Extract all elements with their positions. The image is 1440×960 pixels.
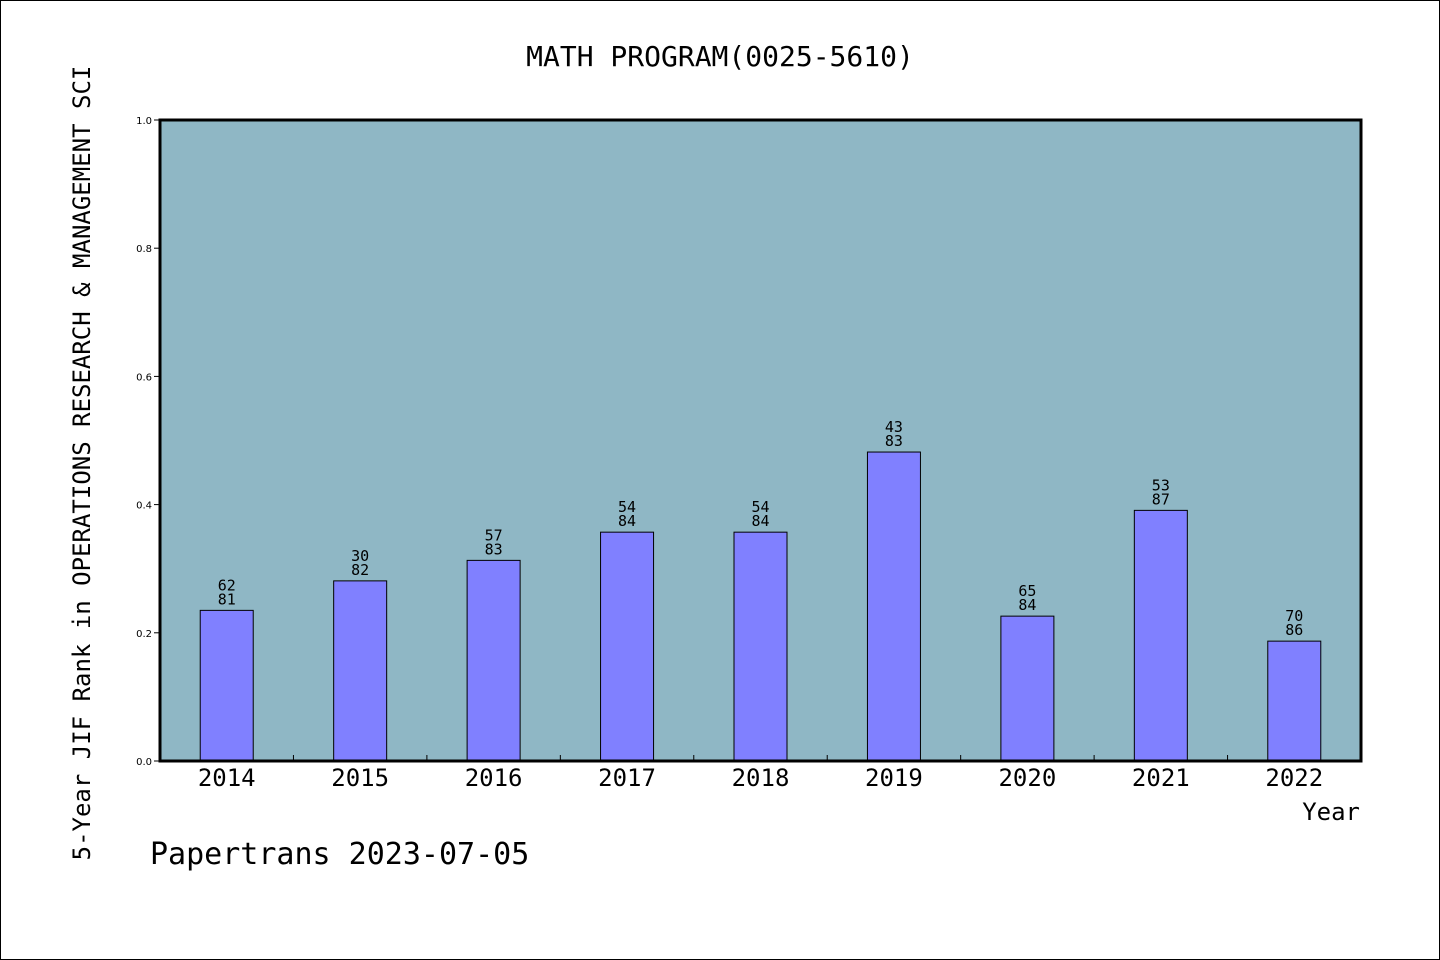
bar-total-label: 84 <box>618 512 636 530</box>
x-tick-label: 2021 <box>1132 764 1190 792</box>
y-axis-ticks: 0.0 0.2 0.4 0.6 0.8 1.0 <box>136 116 160 768</box>
x-axis-label: Year <box>1302 798 1360 826</box>
y-tick-label: 0.0 <box>136 757 152 768</box>
y-tick-label: 0.2 <box>136 629 152 640</box>
y-axis-label: 5-Year JIF Rank in OPERATIONS RESEARCH &… <box>68 66 96 861</box>
bar-total-label: 84 <box>751 512 769 530</box>
bar-total-label: 87 <box>1152 490 1170 508</box>
y-tick-label: 1.0 <box>136 116 152 127</box>
x-tick-label: 2019 <box>865 764 923 792</box>
bar-total-label: 84 <box>1018 596 1036 614</box>
bars <box>199 451 1322 762</box>
x-tick-label: 2015 <box>331 764 389 792</box>
bar-rank-label: 30 <box>351 547 369 565</box>
bar-2020 <box>1000 615 1055 762</box>
x-tick-label: 2022 <box>1265 764 1323 792</box>
footer-text: Papertrans 2023-07-05 <box>150 837 529 872</box>
bar-total-label: 81 <box>218 590 236 608</box>
bar-2016 <box>466 559 521 762</box>
bar-2021 <box>1133 509 1188 762</box>
y-tick-label: 0.6 <box>136 372 152 383</box>
bar-2014 <box>199 609 254 762</box>
x-tick-label: 2014 <box>198 764 256 792</box>
bar-rank-label: 65 <box>1018 582 1036 600</box>
x-tick-label: 2020 <box>998 764 1056 792</box>
y-tick-label: 0.8 <box>136 244 152 255</box>
bar-rank-label: 53 <box>1152 476 1170 494</box>
x-tick-label: 2017 <box>598 764 656 792</box>
bar-total-label: 83 <box>885 432 903 450</box>
bar-rank-label: 62 <box>218 576 236 594</box>
bar-rank-label: 54 <box>751 498 769 516</box>
bar-total-label: 86 <box>1285 621 1303 639</box>
y-tick-label: 0.4 <box>136 501 152 512</box>
plot-border <box>158 118 1363 763</box>
bar-2022 <box>1267 640 1322 762</box>
x-tick-label: 2018 <box>732 764 790 792</box>
bar-2018 <box>733 531 788 762</box>
x-axis-ticks: 2014 2015 2016 2017 2018 2019 2020 2021 2022 <box>198 755 1323 792</box>
bar-rank-label: 54 <box>618 498 636 516</box>
x-tick-label: 2016 <box>465 764 523 792</box>
bar-2019 <box>866 451 921 762</box>
bar-total-label: 82 <box>351 561 369 579</box>
bar-rank-label: 43 <box>885 418 903 436</box>
bar-rank-label: 70 <box>1285 607 1303 625</box>
bar-2015 <box>333 580 388 762</box>
bar-rank-label: 57 <box>485 526 503 544</box>
bar-total-label: 83 <box>485 540 503 558</box>
chart-title: MATH PROGRAM(0025-5610) <box>526 40 914 73</box>
bar-2017 <box>600 531 655 762</box>
